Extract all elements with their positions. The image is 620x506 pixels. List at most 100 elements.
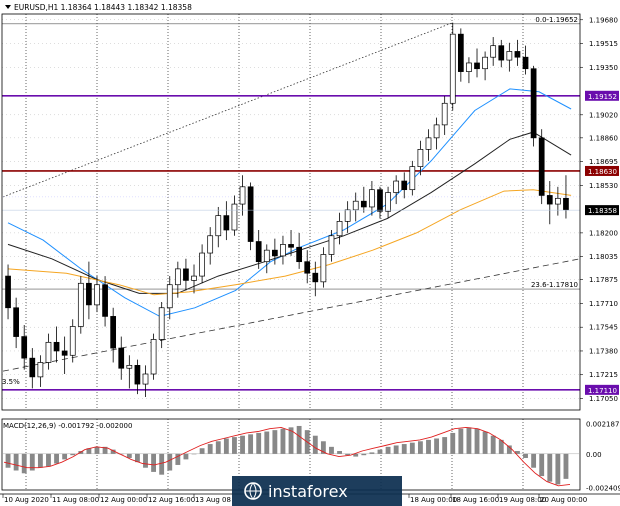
candle-body	[457, 33, 464, 72]
candle-body	[110, 316, 117, 349]
time-tick-label: 20 Aug 00:00	[540, 496, 587, 504]
price-tick-label: 1.17545	[589, 324, 618, 332]
price-tick-label: 1.17875	[589, 276, 618, 284]
chart-title: EURUSD,H1 1.18364 1.18443 1.18342 1.1835…	[5, 3, 192, 12]
candle-body	[45, 341, 52, 363]
candle-body	[466, 62, 472, 72]
candle-body	[336, 221, 343, 237]
macd-histogram-bar	[329, 446, 334, 454]
level-label: 1.17110	[588, 387, 617, 395]
price-tick-label: 1.19020	[589, 111, 618, 119]
candle-body	[183, 268, 189, 281]
candle-body	[401, 180, 408, 191]
macd-histogram-bar	[563, 453, 569, 479]
watermark-text: instaforex	[268, 482, 348, 501]
price-tick-label: 1.17380	[589, 347, 618, 355]
candle-body	[498, 45, 505, 61]
chart-title-text: EURUSD,H1 1.18364 1.18443 1.18342 1.1835…	[14, 3, 192, 12]
price-tick-label: 1.18035	[589, 253, 618, 261]
candle-body	[393, 180, 400, 193]
macd-histogram-bar	[409, 442, 415, 454]
candle-body	[425, 137, 432, 150]
candle-body	[247, 186, 254, 242]
level-label-box	[585, 384, 619, 395]
candle-body	[482, 56, 488, 70]
time-tick-label: 18 Aug 00:00	[410, 496, 457, 504]
macd-histogram-bar	[118, 453, 124, 455]
macd-histogram-bar	[143, 453, 148, 468]
candle-body	[360, 200, 367, 208]
price-tick-label: 1.18530	[589, 182, 618, 190]
chart-labels: 3.5% MACD(12,26,9) -0.001792 -0.002000 1…	[2, 205, 619, 430]
macd-histogram-bar	[369, 452, 375, 454]
macd-histogram-bar	[531, 453, 537, 468]
macd-histogram-bar	[5, 453, 11, 468]
macd-histogram-bar	[126, 453, 132, 458]
macd-signal-line	[3, 426, 571, 487]
macd-histogram-bar	[54, 453, 59, 464]
candle-body	[449, 33, 456, 104]
macd-histogram-bar	[385, 446, 391, 454]
time-tick-label: 12 Aug 16:00	[148, 496, 195, 504]
macd-panel: 0.002187 0.00 -0.002409	[1, 418, 620, 492]
macd-histogram-bar	[280, 428, 286, 454]
candle-body	[86, 282, 92, 306]
macd-histogram-bar	[361, 453, 367, 456]
candle-body	[166, 284, 173, 309]
time-axis: 10 Aug 2020 11 Aug 08:00 12 Aug 00:00 12 Au…	[2, 494, 587, 504]
candle-body	[320, 254, 327, 283]
candle-body	[369, 189, 375, 208]
macd-histogram-bar	[110, 449, 116, 454]
candle-body	[150, 339, 157, 375]
candle-body	[13, 307, 19, 337]
candle-body	[506, 51, 513, 61]
price-axis: 1.19680 1.19515 1.19350 1.19020 1.18860 1.186…	[580, 16, 618, 403]
macd-histogram-bar	[272, 430, 278, 454]
candle-body	[199, 252, 205, 277]
price-tick-label: 1.19350	[589, 64, 618, 72]
candle-body	[5, 275, 11, 309]
level-label: 1.19152	[588, 93, 617, 101]
macd-histogram-bar	[401, 444, 407, 454]
candle-body	[223, 215, 230, 231]
macd-histogram-bar	[29, 453, 35, 471]
candle-body	[538, 137, 545, 196]
candle-body	[69, 326, 76, 356]
macd-histogram-bar	[353, 453, 359, 457]
macd-histogram-bar	[288, 427, 294, 454]
macd-histogram-bar	[94, 446, 100, 454]
watermark: instaforex	[232, 476, 402, 506]
macd-label: MACD(12,26,9) -0.001792 -0.002000	[3, 422, 132, 430]
macd-histogram-bar	[450, 432, 456, 454]
price-tick-label: 1.17215	[589, 371, 618, 379]
candle-body	[522, 56, 529, 70]
level-label: 1.18630	[588, 168, 617, 176]
macd-histogram-bar	[256, 432, 262, 454]
macd-histogram-bar	[62, 453, 68, 460]
candle-body	[134, 365, 141, 385]
price-tick-label: 1.19680	[589, 16, 618, 24]
candle-body	[191, 275, 197, 281]
macd-histogram-bar	[442, 437, 448, 454]
macd-histogram-bar	[417, 441, 423, 454]
time-tick-label: 11 Aug 08:00	[52, 496, 99, 504]
candle-body	[61, 350, 68, 356]
current-price-label: 1.18358	[588, 207, 617, 215]
macd-histogram-bar	[86, 448, 92, 454]
time-tick-label: 12 Aug 00:00	[100, 496, 147, 504]
macd-histogram-bar	[240, 435, 245, 454]
candle-body	[546, 195, 553, 205]
macd-histogram-bar	[215, 441, 221, 454]
macd-histogram-bar	[547, 453, 553, 482]
candle-body	[433, 124, 440, 139]
candle-body	[29, 357, 36, 378]
time-tick-label: 18 Aug 16:00	[452, 496, 499, 504]
macd-histogram-bar	[377, 449, 383, 454]
macd-histogram-bar	[434, 438, 440, 454]
candle-body	[328, 235, 335, 255]
candle-body	[239, 186, 246, 205]
candle-body	[102, 284, 108, 317]
candle-body	[231, 203, 238, 231]
macd-histogram-bar	[183, 453, 189, 460]
